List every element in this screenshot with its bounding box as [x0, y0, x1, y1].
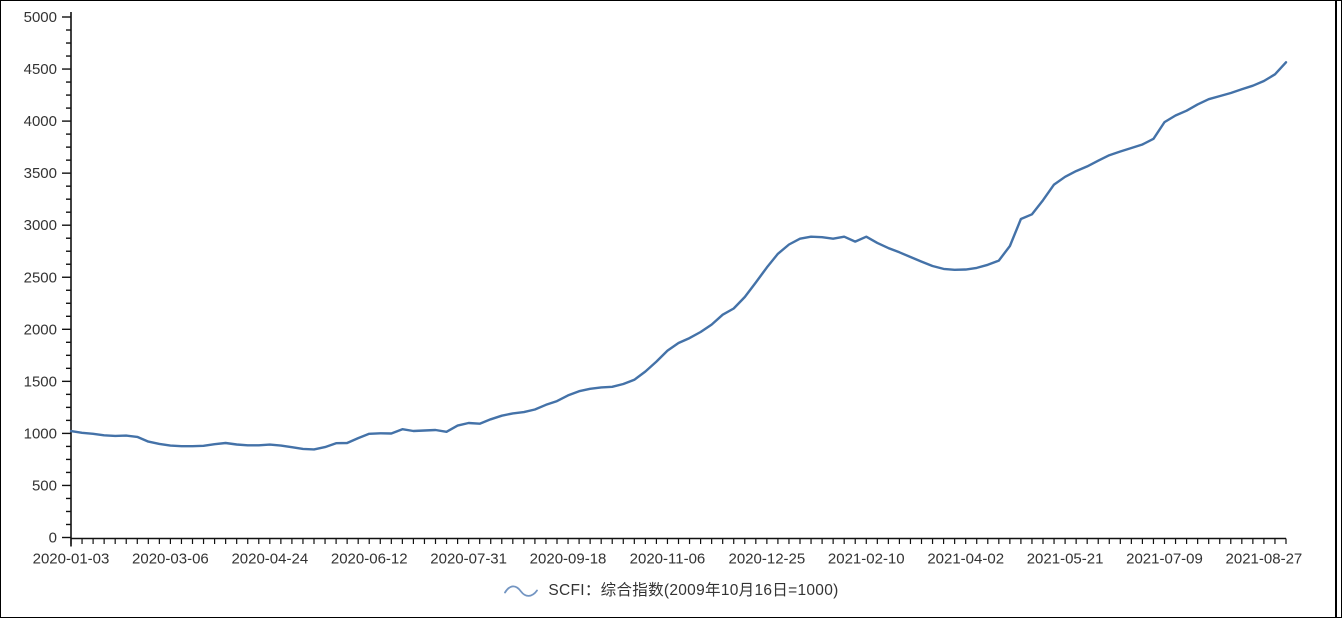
- x-axis-label: 2021-02-10: [828, 551, 905, 568]
- scfi-line-chart[interactable]: 0 500 1000 1500 2000 2500 3000 3500 4000 4500 5000…: [0, 0, 1342, 575]
- x-axis-label: 2020-03-06: [132, 551, 209, 568]
- y-axis-label: 3500: [24, 165, 57, 182]
- x-axis-label: 2020-04-24: [231, 551, 308, 568]
- x-axis-label: 2021-05-21: [1027, 551, 1104, 568]
- legend-series-label: SCFI：综合指数(2009年10月16日=1000): [548, 582, 839, 599]
- x-axis-label: 2020-06-12: [331, 551, 408, 568]
- legend-wave-icon: [504, 585, 539, 597]
- x-axis-label: 2020-07-31: [430, 551, 507, 568]
- x-axis-label: 2021-04-02: [927, 551, 1004, 568]
- y-axis-label: 500: [32, 477, 57, 494]
- chart-canvas[interactable]: 0 500 1000 1500 2000 2500 3000 3500 4000 4500 5000…: [0, 0, 1342, 575]
- x-axis-label: 2020-01-03: [33, 551, 110, 568]
- x-axis-label: 2020-12-25: [728, 551, 805, 568]
- x-axis-label: 2020-11-06: [630, 551, 706, 568]
- y-axis-label: 1000: [24, 425, 57, 442]
- y-axis-label: 4000: [24, 113, 57, 130]
- legend[interactable]: SCFI：综合指数(2009年10月16日=1000): [0, 578, 1342, 604]
- window-right-edge: [1335, 0, 1337, 618]
- y-axis-label: 3000: [24, 217, 57, 234]
- scfi-series-line[interactable]: [69, 61, 1288, 451]
- y-axis-label: 0: [49, 530, 57, 547]
- y-axis-label: 2000: [24, 321, 57, 338]
- y-axis-label: 5000: [24, 9, 57, 26]
- y-axis-label: 1500: [24, 373, 57, 390]
- y-axis-label: 4500: [24, 61, 57, 78]
- x-axis-label: 2021-07-09: [1126, 551, 1203, 568]
- x-axis-label: 2021-08-27: [1226, 551, 1303, 568]
- y-axis-label: 2500: [24, 269, 57, 286]
- x-axis-label: 2020-09-18: [530, 551, 607, 568]
